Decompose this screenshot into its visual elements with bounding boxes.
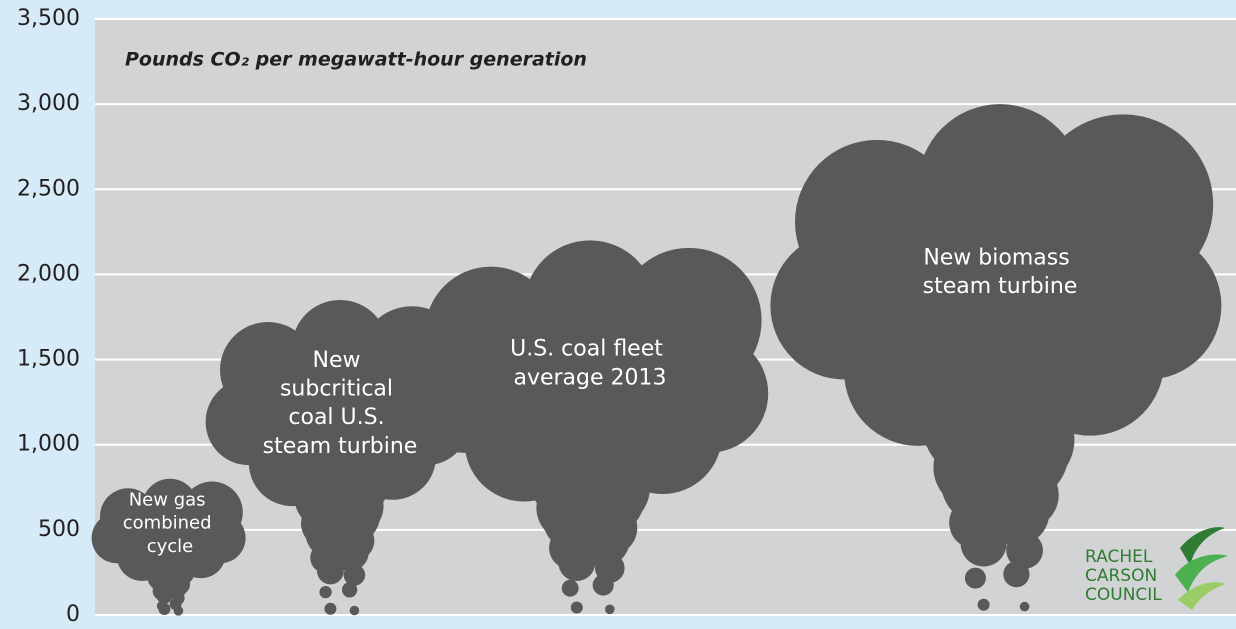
logo-text: RACHEL (1085, 547, 1153, 567)
cloud-puff (324, 603, 336, 615)
cloud-puff (350, 606, 360, 616)
cloud-puff (605, 605, 615, 615)
cloud-puff (571, 602, 583, 614)
y-tick-label: 1,500 (17, 347, 80, 372)
cloud-puff (157, 588, 173, 604)
y-tick-label: 2,000 (17, 261, 80, 286)
chart-subtitle: Pounds CO₂ per megawatt-hour generation (125, 49, 587, 71)
cloud-puff (174, 606, 184, 616)
cloud-puff (961, 521, 1007, 567)
cloud-puff (593, 574, 614, 595)
logo-text: COUNCIL (1085, 585, 1162, 605)
cloud-puff (558, 544, 595, 581)
y-tick-label: 500 (38, 517, 80, 542)
cloud-puff (1003, 561, 1029, 587)
cloud-puff (319, 586, 331, 598)
cloud-puff (965, 568, 986, 589)
cloud-puff (317, 557, 344, 584)
y-tick-label: 3,500 (17, 6, 80, 31)
cloud-puff (344, 564, 366, 586)
y-tick-label: 2,500 (17, 176, 80, 201)
chart: Pounds CO₂ per megawatt-hour generation … (0, 0, 1236, 629)
logo-text: CARSON (1085, 566, 1157, 586)
y-tick-label: 0 (66, 602, 80, 627)
cloud-puff (1020, 602, 1030, 612)
cloud-puff (562, 580, 579, 597)
y-tick-label: 3,000 (17, 91, 80, 116)
cloud-puff (978, 599, 990, 611)
y-tick-label: 1,000 (17, 432, 80, 457)
cloud-puff (158, 603, 170, 615)
cloud-puff (342, 582, 357, 597)
